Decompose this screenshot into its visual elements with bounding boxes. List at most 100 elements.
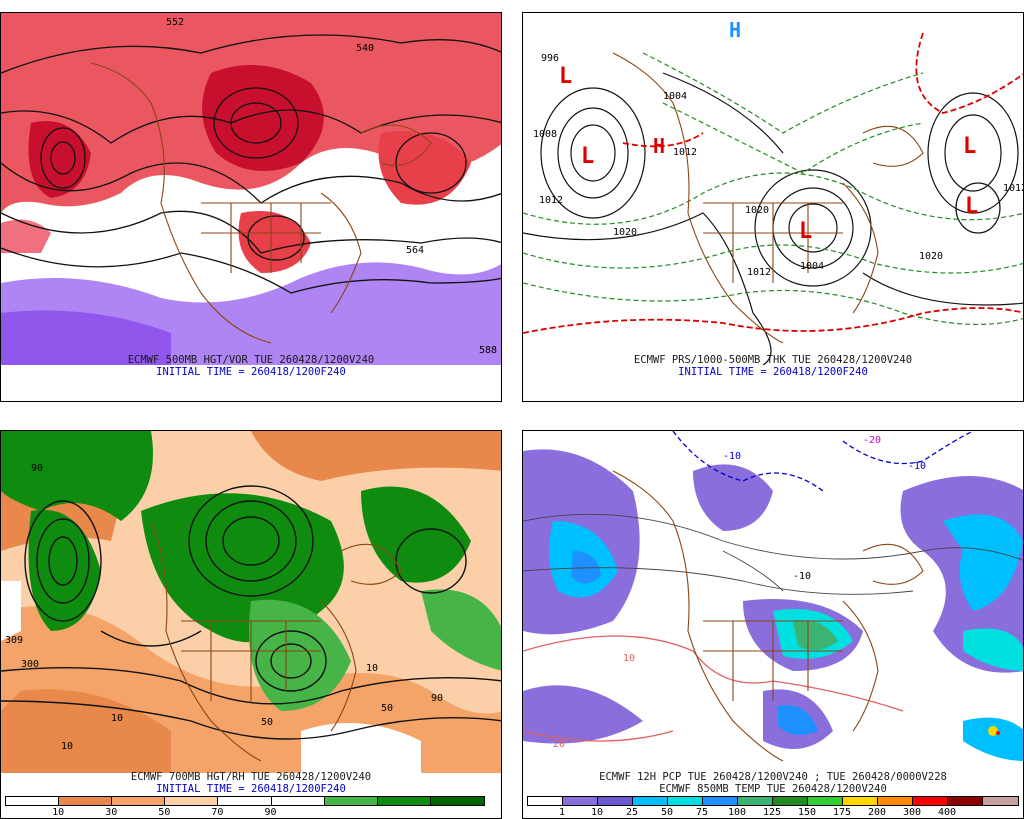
moist-region	[1, 431, 153, 521]
isobar-label: 1020	[613, 227, 637, 238]
colorbar-segment	[6, 797, 60, 805]
isobar-label: 1020	[919, 251, 943, 262]
high-pressure-symbol: H	[729, 18, 741, 42]
contour-label: 90	[431, 693, 443, 704]
colorbar-segment	[843, 797, 878, 805]
colorbar-precip-labels: 1 10 25 50 75 100 125 150 175 200 300 400	[527, 807, 1017, 818]
colorbar-segment	[218, 797, 272, 805]
colorbar-rh	[5, 796, 485, 806]
colorbar-segment	[430, 797, 484, 805]
height-contours	[1, 485, 501, 740]
colorbar-label: 300	[902, 807, 922, 818]
contour-label: 50	[381, 703, 393, 714]
temp-label: -20	[863, 435, 881, 446]
colorbar-segment	[633, 797, 668, 805]
colorbar-segment	[377, 797, 431, 805]
colorbar-segment	[598, 797, 633, 805]
colorbar-segment	[271, 797, 325, 805]
temp-label: 10	[623, 653, 635, 664]
colorbar-segment	[808, 797, 843, 805]
temp-contours	[523, 513, 1023, 595]
map-500mb: 552 540 564 588	[1, 13, 501, 365]
colorbar-rh-labels: 10 30 50 70 90	[5, 807, 483, 818]
panel-caption-init-time: INITIAL TIME = 260418/1200F240	[156, 783, 346, 795]
contour-label: 309	[5, 635, 23, 646]
contour-label: 540	[356, 43, 374, 54]
thickness-contours	[523, 52, 1023, 326]
isobar-label: 1004	[663, 91, 687, 102]
coastlines	[612, 52, 924, 344]
colorbar-label: 75	[695, 807, 709, 818]
colorbar-label: 400	[937, 807, 957, 818]
colorbar-label: 50	[660, 807, 674, 818]
low-pressure-symbol: L	[963, 134, 976, 159]
panel-mslp-thickness: L L L H L L H 996 1008 1012 1004 1020 10…	[522, 12, 1024, 402]
colorbar-precip	[527, 796, 1019, 806]
colorbar-segment	[324, 797, 378, 805]
colorbar-label: 100	[727, 807, 747, 818]
colorbar-segment	[112, 797, 166, 805]
coastlines	[150, 520, 402, 762]
isobar-label: 1012	[539, 195, 563, 206]
contour-label: 564	[406, 245, 424, 256]
colorbar-label: 50	[158, 807, 171, 818]
temp-contours-negative	[672, 431, 974, 492]
contour-label: 50	[261, 717, 273, 728]
colorbar-segment	[948, 797, 983, 805]
colorbar-segment	[738, 797, 773, 805]
panel-caption-title: ECMWF 700MB HGT/RH TUE 260428/1200V240	[130, 771, 372, 783]
temp-label: -10	[723, 451, 741, 462]
colorbar-label: 1	[558, 807, 566, 818]
panel-500mb-hgt-vor: 552 540 564 588 ECMWF 500MB HGT/VOR TUE …	[0, 12, 502, 402]
isobar-label: 1008	[533, 129, 557, 140]
isobar-label: 1004	[800, 261, 824, 272]
thickness-540-line	[523, 32, 1023, 334]
isobars	[523, 72, 1023, 365]
isobar-label: 1012	[1003, 183, 1024, 194]
low-pressure-symbol: L	[799, 219, 812, 244]
panel-caption-init-time: INITIAL TIME = 260418/1200F240	[678, 366, 868, 378]
coastlines	[612, 470, 924, 762]
isobar-label: 996	[541, 53, 559, 64]
map-700mb: 90 10 309 300 50 10 50 90 10	[1, 431, 501, 773]
isobar-label: 1012	[747, 267, 771, 278]
isobar-label: 1020	[745, 205, 769, 216]
temp-label: 20	[553, 739, 565, 750]
colorbar-label: 10	[590, 807, 604, 818]
colorbar-label: 175	[832, 807, 852, 818]
temp-label: -10	[908, 461, 926, 472]
colorbar-label: 90	[264, 807, 277, 818]
colorbar-label: 70	[211, 807, 224, 818]
contour-label: 300	[21, 659, 39, 670]
temp-label: -10	[793, 571, 811, 582]
contour-label: 10	[111, 713, 123, 724]
colorbar-segment	[59, 797, 113, 805]
panel-caption-title: ECMWF PRS/1000-500MB THK TUE 260428/1200…	[633, 354, 913, 366]
colorbar-segment	[563, 797, 598, 805]
low-pressure-symbol: L	[965, 194, 978, 219]
contour-label: 10	[366, 663, 378, 674]
high-pressure-symbol: H	[653, 134, 665, 158]
map-precip: -10 -20 -10 -10 10 20	[523, 431, 1023, 773]
temp-contours-positive	[523, 635, 904, 742]
contour-label: 10	[61, 741, 73, 752]
colorbar-segment	[703, 797, 738, 805]
colorbar-segment	[773, 797, 808, 805]
colorbar-label: 25	[625, 807, 639, 818]
contour-label: 588	[479, 345, 497, 356]
colorbar-label: 30	[105, 807, 118, 818]
colorbar-label: 150	[797, 807, 817, 818]
colorbar-segment	[528, 797, 563, 805]
low-pressure-symbol: L	[581, 144, 594, 169]
colorbar-segment	[878, 797, 913, 805]
contour-label: 552	[166, 17, 184, 28]
colorbar-label: 200	[867, 807, 887, 818]
contour-label: 90	[31, 463, 43, 474]
colorbar-segment	[913, 797, 948, 805]
map-mslp: L L L H L L H 996 1008 1012 1004 1020 10…	[523, 13, 1024, 365]
panel-caption-temp: ECMWF 850MB TEMP TUE 260428/1200V240	[659, 783, 887, 795]
panel-precip-850-temp: -10 -20 -10 -10 10 20 ECMWF 12H PCP TUE …	[522, 430, 1024, 819]
colorbar-label: 10	[52, 807, 65, 818]
isobar-label: 1012	[673, 147, 697, 158]
colorbar-segment	[668, 797, 703, 805]
